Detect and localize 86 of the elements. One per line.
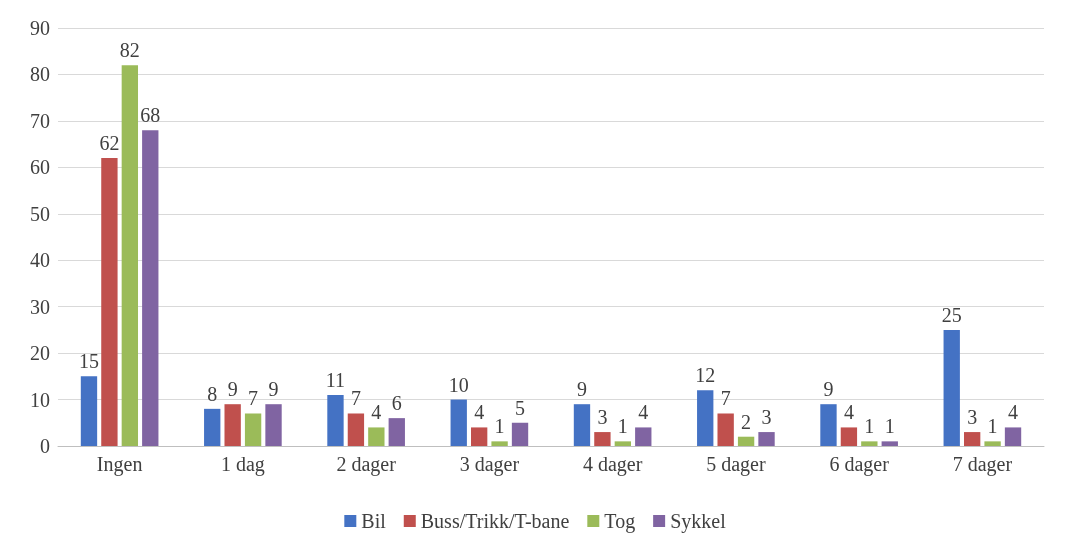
x-tick-label: 5 dager — [706, 453, 766, 476]
bar — [697, 390, 714, 446]
data-label: 1 — [864, 415, 875, 438]
bar — [614, 441, 632, 446]
bar — [450, 399, 467, 446]
bar — [347, 413, 365, 446]
y-tick-label: 0 — [40, 435, 50, 457]
bar — [511, 422, 529, 446]
data-label: 4 — [843, 401, 854, 424]
data-label: 15 — [78, 350, 99, 373]
y-tick-label: 70 — [30, 109, 50, 132]
bar — [635, 427, 652, 446]
data-label: 9 — [227, 378, 238, 401]
x-tick-label: 4 dager — [582, 453, 643, 476]
data-label: 2 — [741, 410, 752, 433]
data-label: 1 — [987, 415, 998, 438]
bar — [984, 441, 1001, 446]
bar — [80, 376, 98, 446]
data-label: 9 — [268, 378, 279, 401]
data-label: 7 — [350, 387, 361, 410]
data-label: 68 — [140, 104, 161, 127]
x-tick-label: 3 dager — [459, 453, 520, 476]
y-tick-label: 60 — [30, 156, 50, 179]
data-label: 9 — [823, 378, 834, 401]
y-tick-label: 30 — [30, 295, 50, 318]
data-label: 62 — [99, 132, 120, 155]
bar — [573, 404, 591, 446]
legend-label: Sykkel — [670, 510, 727, 533]
y-tick-label: 90 — [30, 17, 50, 39]
x-tick-label: 2 dager — [336, 453, 397, 476]
bar — [244, 413, 262, 446]
data-label: 10 — [448, 373, 469, 396]
bar — [1004, 427, 1022, 446]
bar — [758, 432, 775, 446]
bar — [470, 427, 488, 446]
legend-label: Bil — [361, 510, 387, 532]
data-label: 3 — [761, 406, 772, 429]
legend-label: Tog — [604, 510, 636, 533]
x-tick-label: 1 dag — [220, 453, 265, 476]
bar — [265, 404, 282, 446]
bar — [963, 432, 981, 446]
y-tick-label: 50 — [30, 202, 50, 225]
bar — [142, 130, 159, 446]
bar — [737, 436, 755, 446]
data-label: 4 — [371, 401, 382, 424]
data-label: 1 — [494, 415, 505, 438]
data-label: 25 — [941, 303, 962, 326]
bar — [224, 404, 241, 446]
x-tick-label: 6 dager — [829, 453, 890, 476]
data-label: 6 — [391, 392, 402, 415]
bar — [594, 432, 611, 446]
bar — [840, 427, 858, 446]
legend-label: Buss/Trikk/T-bane — [420, 510, 570, 532]
bar — [388, 418, 405, 446]
y-tick-label: 10 — [30, 388, 50, 411]
bar — [101, 158, 118, 446]
data-label: 7 — [720, 387, 731, 410]
data-label: 4 — [638, 401, 649, 424]
data-label: 3 — [597, 406, 608, 429]
data-label: 1 — [884, 415, 895, 438]
bar — [121, 65, 139, 446]
y-tick-label: 20 — [30, 342, 50, 365]
data-label: 3 — [967, 406, 978, 429]
data-label: 4 — [1008, 401, 1019, 424]
bar — [327, 394, 344, 446]
bar — [368, 427, 385, 446]
bar — [861, 441, 878, 446]
x-tick-label: Ingen — [96, 453, 143, 476]
bar — [820, 404, 837, 446]
y-tick-label: 80 — [30, 63, 50, 86]
x-tick-label: 7 dager — [952, 453, 1013, 476]
data-label: 12 — [695, 364, 716, 387]
data-label: 7 — [248, 387, 259, 410]
data-label: 8 — [207, 382, 218, 405]
data-label: 1 — [617, 415, 628, 438]
data-label: 9 — [576, 378, 587, 401]
data-label: 82 — [119, 39, 140, 62]
data-label: 5 — [515, 396, 526, 419]
data-label: 11 — [325, 368, 346, 391]
y-tick-label: 40 — [30, 249, 50, 272]
bar — [881, 441, 898, 446]
bar — [491, 441, 508, 446]
bar — [717, 413, 734, 446]
bar — [943, 329, 960, 446]
bar — [204, 408, 221, 446]
data-label: 4 — [474, 401, 485, 424]
